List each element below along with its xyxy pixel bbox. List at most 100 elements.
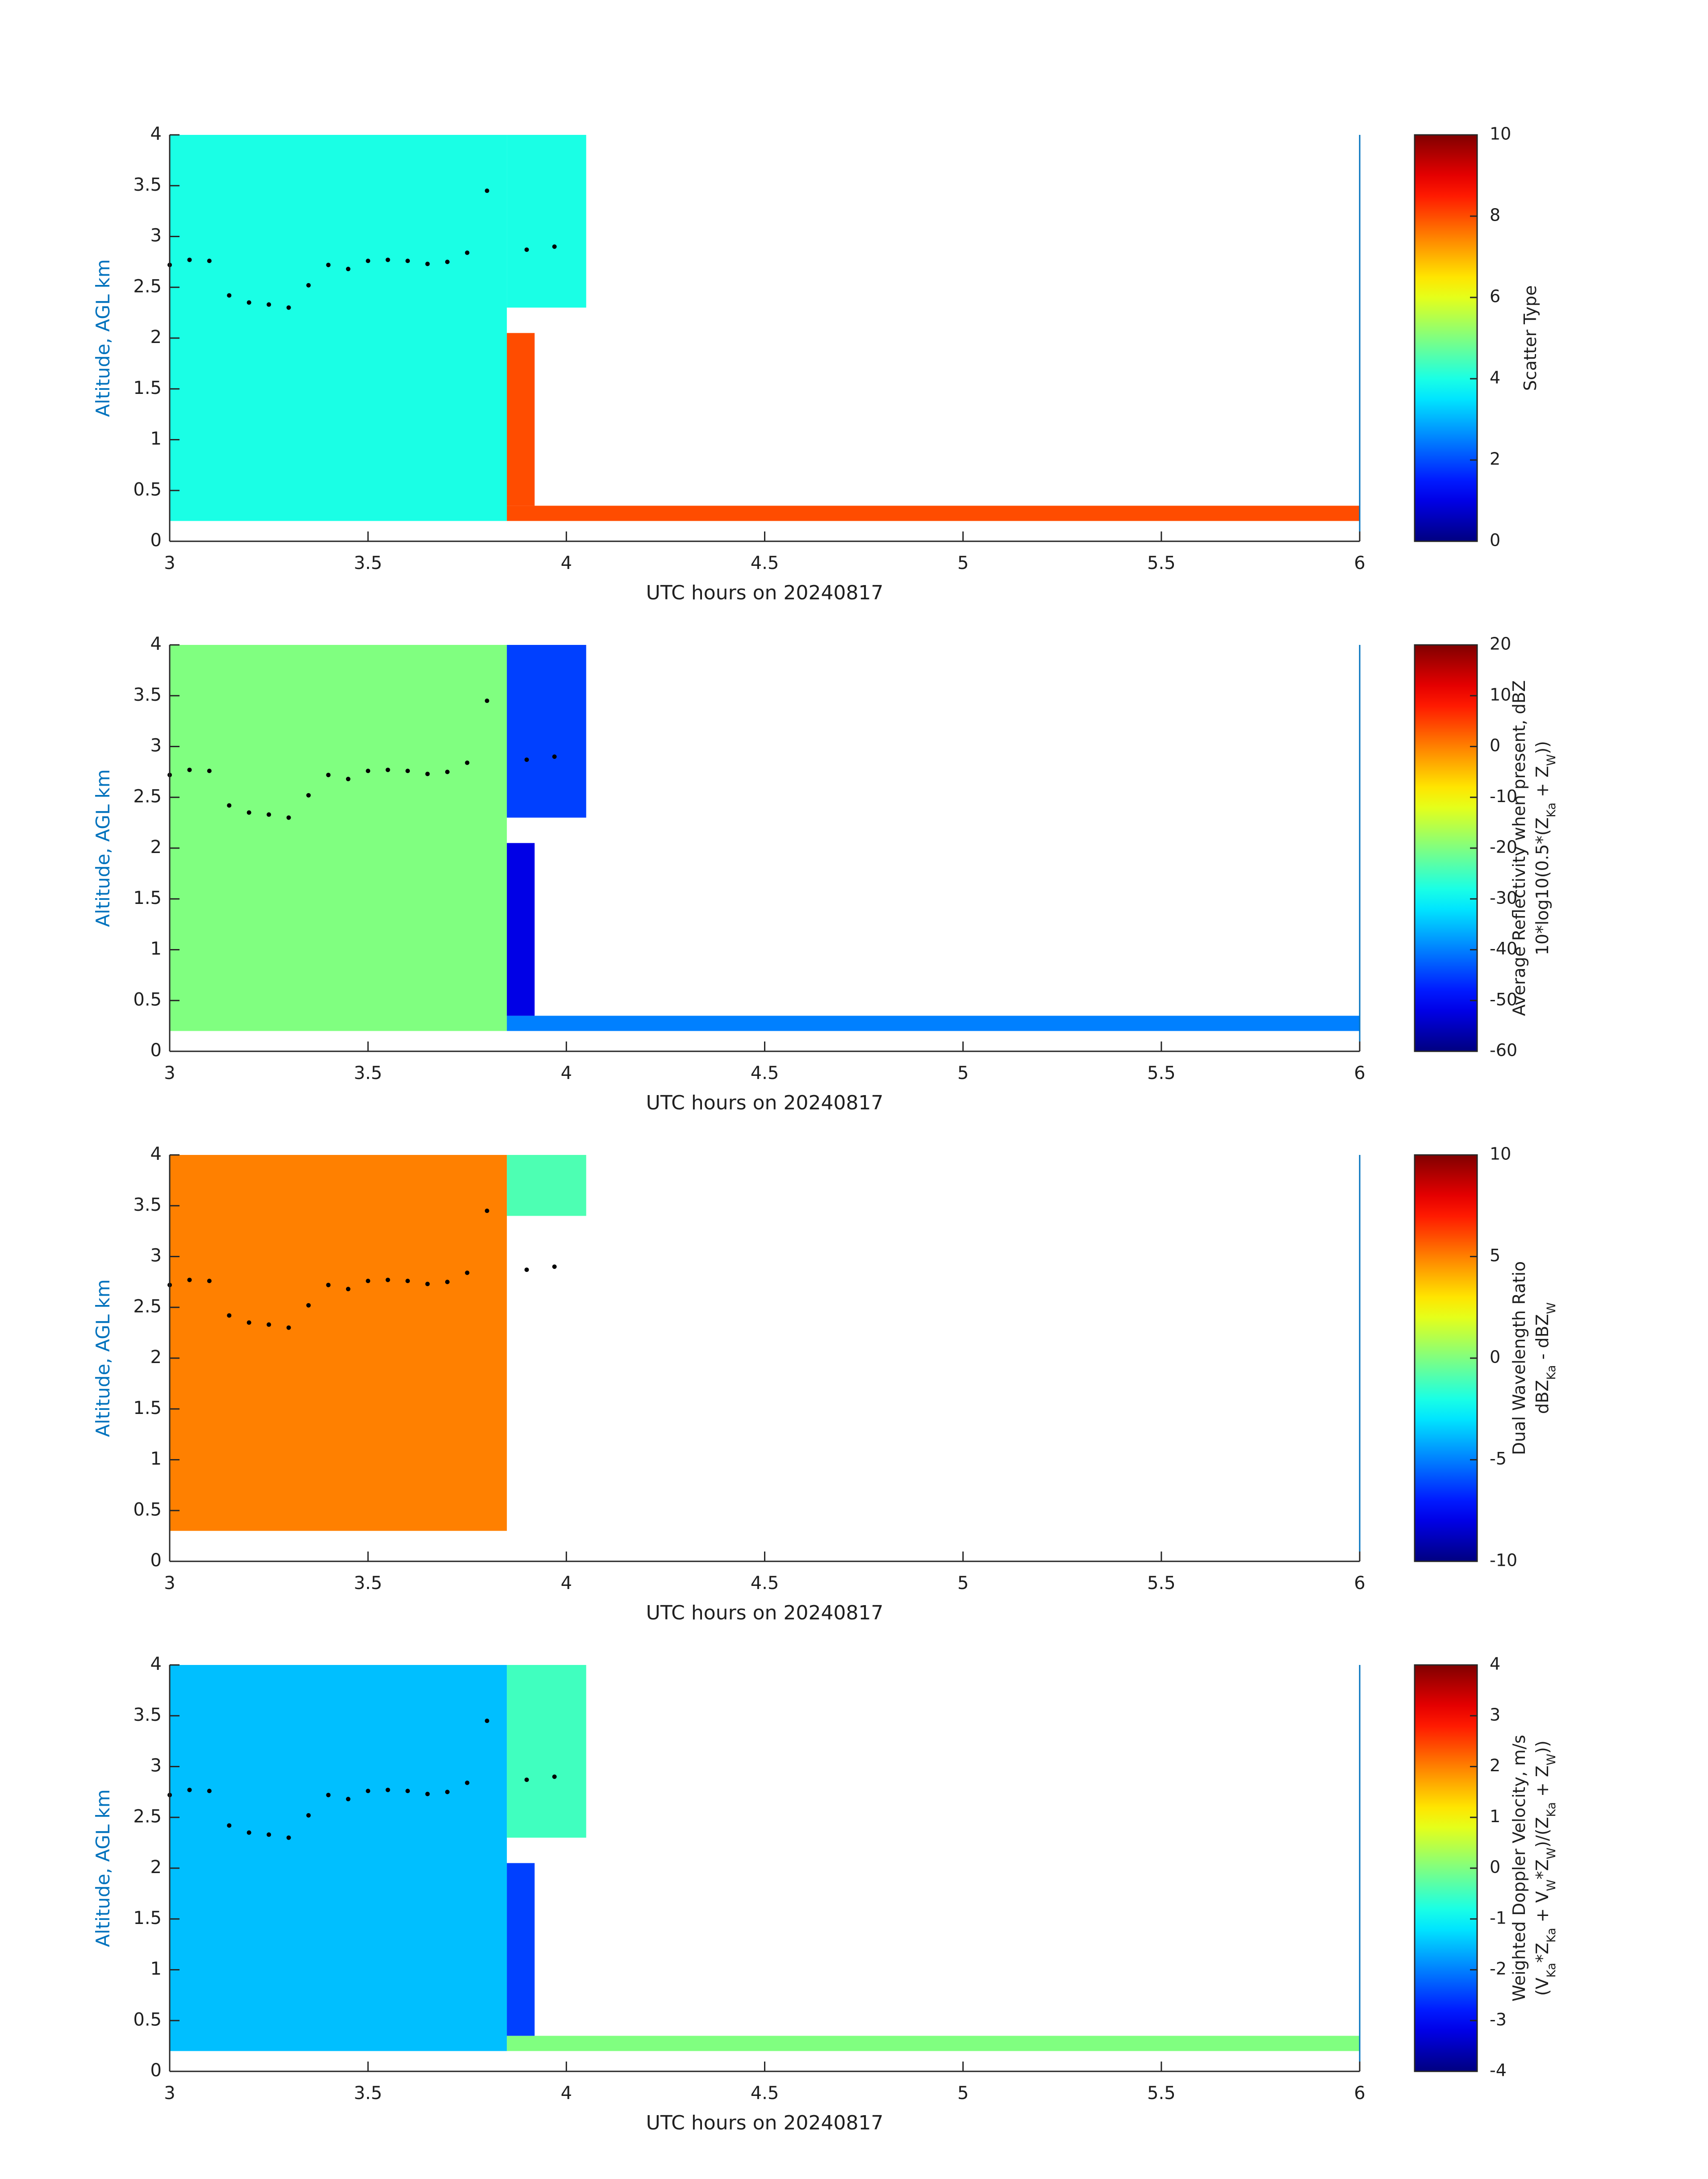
y-tick-label: 0 [150, 1550, 162, 1571]
colorbar-label: Weighted Doppler Velocity, m/s [1509, 1735, 1529, 2001]
colorbar-tick-label: 6 [1490, 287, 1500, 306]
colorbar-tick-label: 5 [1490, 1246, 1500, 1265]
y-tick-label: 2 [150, 837, 162, 857]
colorbar-tick-label: -5 [1490, 1449, 1507, 1468]
y-tick-label: 1.5 [133, 1908, 162, 1928]
x-tick-label: 3.5 [354, 553, 382, 573]
cloud-top-point [445, 1790, 450, 1794]
cloud-top-point [346, 1287, 351, 1292]
cloud-top-point [267, 1322, 271, 1327]
cloud-top-point [246, 1320, 251, 1325]
cloud-top-point [465, 250, 470, 255]
cloud-top-point [326, 263, 331, 268]
y-tick-label: 2 [150, 1857, 162, 1878]
colorbar-tick-label: -10 [1490, 786, 1517, 806]
y-tick-label: 0.5 [133, 479, 162, 500]
cloud-top-point [187, 257, 192, 262]
y-axis-label: Altitude, AGL km [92, 1789, 114, 1947]
cloud-top-point [227, 1823, 232, 1828]
cloud-top-point [524, 757, 529, 762]
cloud-top-point [445, 770, 450, 774]
cloud-top-point [227, 1313, 232, 1318]
cloud-top-point [326, 773, 331, 778]
cloud-top-point [346, 777, 351, 782]
cloud-top-point [405, 259, 410, 263]
x-axis-label: UTC hours on 20240817 [646, 1092, 884, 1114]
cloud-top-point [306, 1813, 311, 1818]
x-tick-label: 4.5 [751, 1063, 779, 1083]
colorbar-tick-label: 0 [1490, 736, 1500, 755]
cloud-top-point [227, 293, 232, 298]
colorbar-tick-label: 1 [1490, 1807, 1500, 1826]
cloud-top-point [187, 767, 192, 772]
heatmap-region-upper [507, 1155, 586, 1216]
y-tick-label: 1 [150, 1449, 162, 1469]
x-tick-label: 5.5 [1147, 2083, 1176, 2104]
cloud-top-point [552, 1774, 557, 1779]
colorbar-tick-label: -40 [1490, 939, 1517, 958]
x-axis-label: UTC hours on 20240817 [646, 1602, 884, 1624]
colorbar-tick-label: 2 [1490, 1756, 1500, 1775]
y-tick-label: 1.5 [133, 888, 162, 908]
colorbar-tick-label: 0 [1490, 531, 1500, 550]
cloud-top-point [326, 1793, 331, 1798]
y-axis-label: Altitude, AGL km [92, 769, 114, 927]
x-tick-label: 6 [1354, 2083, 1365, 2104]
cloud-top-point [207, 1279, 212, 1284]
x-tick-label: 5 [957, 1063, 969, 1083]
x-tick-label: 4.5 [751, 553, 779, 573]
heatmap-region-cloud [170, 1155, 507, 1531]
y-tick-label: 0 [150, 530, 162, 551]
cloud-top-point [366, 769, 371, 774]
cloud-top-point [385, 1787, 390, 1792]
cloud-top-point [484, 1209, 489, 1213]
cloud-top-point [187, 1787, 192, 1792]
colorbar-tick-label: -2 [1490, 1959, 1507, 1978]
cloud-top-point [246, 810, 251, 815]
heatmap-region-upper [507, 135, 586, 308]
y-tick-label: 4 [150, 634, 162, 654]
cloud-top-point [366, 1279, 371, 1284]
colorbar-tick-label: 3 [1490, 1705, 1500, 1724]
cloud-top-point [524, 1777, 529, 1782]
x-tick-label: 4.5 [751, 1573, 779, 1593]
colorbar-tick-label: 4 [1490, 1654, 1500, 1674]
x-tick-label: 3.5 [354, 1063, 382, 1083]
x-tick-label: 5 [957, 553, 969, 573]
x-tick-label: 3.5 [354, 2083, 382, 2104]
y-tick-label: 3.5 [133, 1705, 162, 1725]
heatmap-region-cloud [170, 135, 507, 521]
colorbar-tick-label: -20 [1490, 837, 1517, 857]
cloud-top-point [445, 1280, 450, 1284]
y-tick-label: 1 [150, 939, 162, 959]
y-tick-label: 2.5 [133, 786, 162, 807]
cloud-top-point [405, 769, 410, 774]
cloud-top-point [425, 1791, 430, 1796]
x-tick-label: 5.5 [1147, 1573, 1176, 1593]
cloud-top-point [524, 247, 529, 252]
cloud-top-point [187, 1277, 192, 1282]
y-tick-label: 3.5 [133, 685, 162, 705]
colorbar-label: Average Reflectivity when present, dBZ [1509, 680, 1529, 1016]
cloud-top-point [286, 1835, 291, 1840]
colorbar-label: Scatter Type [1520, 285, 1540, 391]
cloud-top-point [286, 1325, 291, 1330]
panel-4: 3 3.5 4 4.5 5 5.5 6 0 0.5 1 1.5 2 2.5 3 3.5 4 UTC hours … [92, 1654, 1558, 2134]
cloud-top-point [267, 1832, 271, 1837]
x-tick-label: 3 [164, 553, 175, 573]
cloud-top-point [346, 1797, 351, 1802]
colorbar-tick-label: 10 [1490, 124, 1511, 144]
cloud-top-point [465, 760, 470, 765]
y-axis-label: Altitude, AGL km [92, 259, 114, 417]
cloud-top-point [425, 1281, 430, 1286]
cloud-top-point [484, 698, 489, 703]
y-tick-label: 1.5 [133, 1398, 162, 1418]
cloud-top-point [552, 754, 557, 759]
colorbar-tick-label: 10 [1490, 1144, 1511, 1164]
x-tick-label: 3.5 [354, 1573, 382, 1593]
cloud-top-point [246, 300, 251, 305]
cloud-top-point [286, 305, 291, 310]
cloud-top-point [484, 188, 489, 193]
